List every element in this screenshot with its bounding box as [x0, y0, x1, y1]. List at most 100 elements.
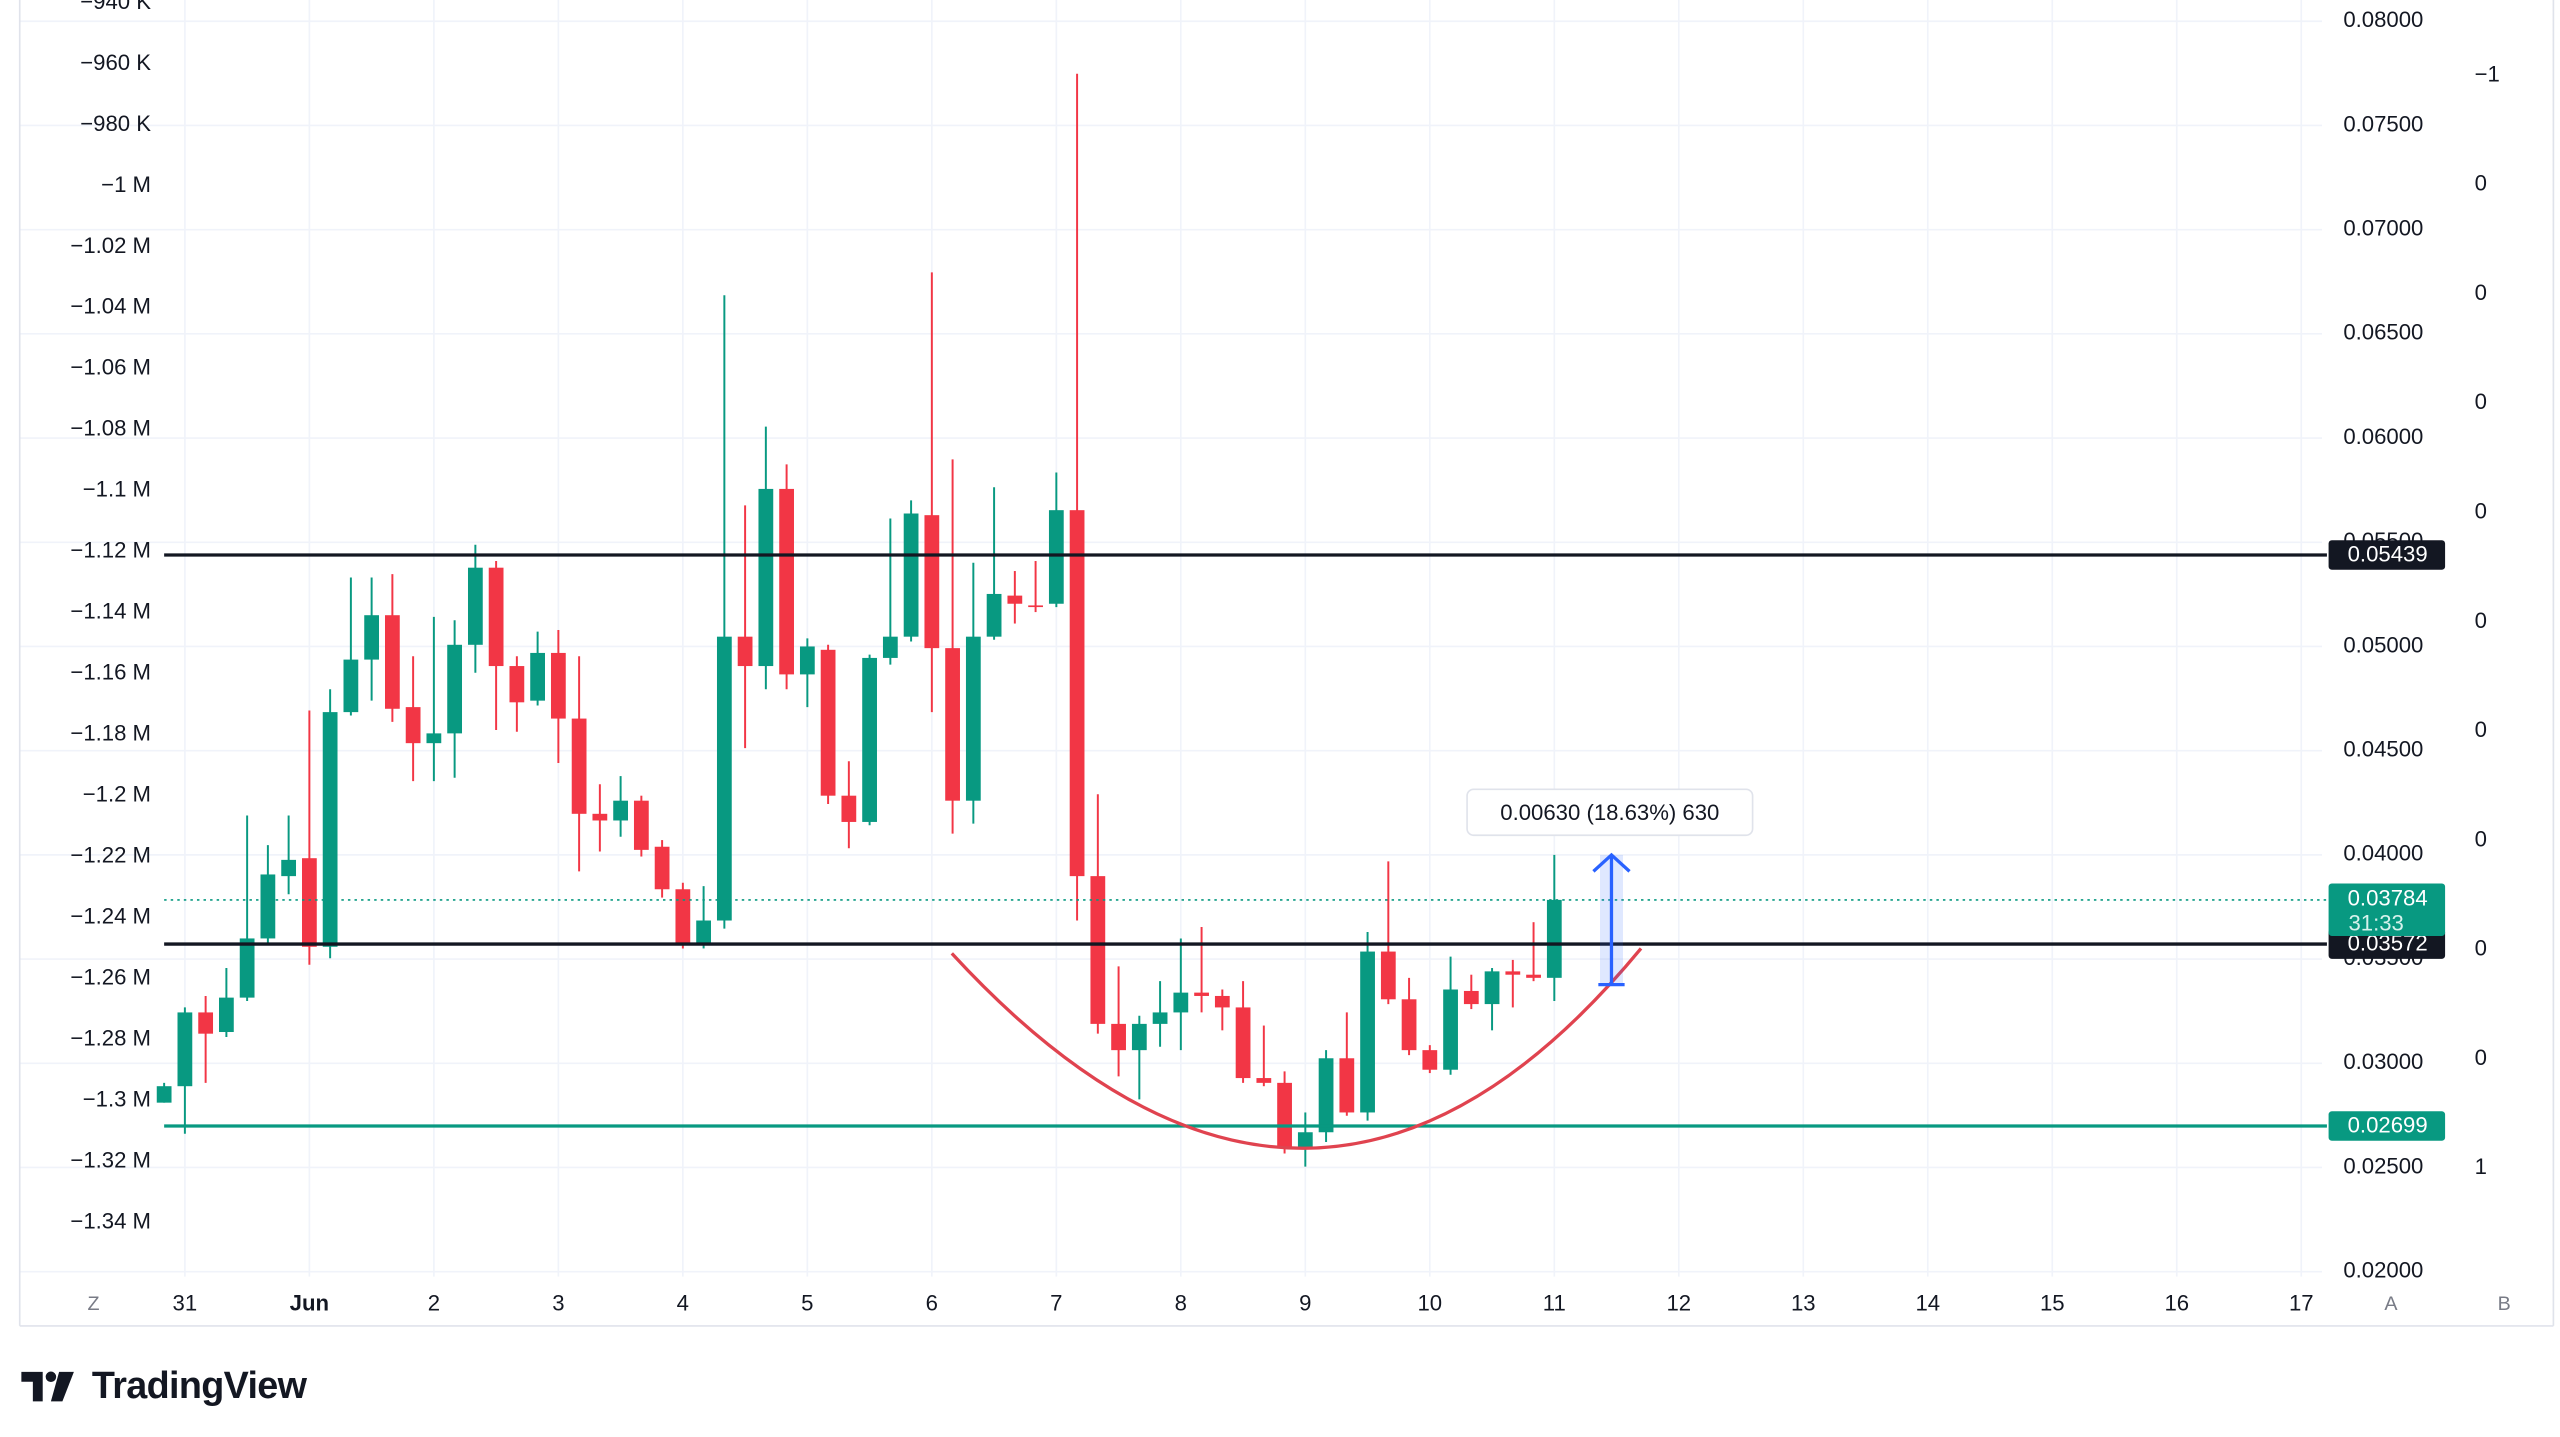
- candle-body: [1048, 510, 1064, 604]
- candle-body: [1277, 1082, 1292, 1149]
- candle-body: [1339, 1058, 1355, 1113]
- y2-tick-label: −1.24 M: [70, 903, 151, 928]
- candle-body: [675, 889, 691, 944]
- y2-tick-label: −940 K: [80, 0, 151, 14]
- candle-body: [384, 615, 400, 709]
- y2-tick-label: −1.1 M: [83, 477, 151, 502]
- candle-body: [1090, 876, 1106, 1024]
- y3-tick-label: 0: [2475, 280, 2487, 305]
- candle-body: [613, 800, 628, 821]
- price-label: 0.02699: [2348, 1113, 2428, 1138]
- x-tick-label: 15: [2040, 1290, 2065, 1315]
- y-tick-label: 0.06000: [2343, 424, 2423, 449]
- candle-body: [239, 938, 255, 998]
- y3-tick-label: 0: [2475, 1045, 2487, 1070]
- candle-body: [405, 707, 421, 744]
- candle-body: [488, 567, 504, 667]
- candle-body: [1380, 951, 1396, 1000]
- candle-body: [1526, 974, 1541, 978]
- brand-logo: TradingView: [21, 1364, 308, 1406]
- x-tick-label: 10: [1417, 1290, 1442, 1315]
- y2-tick-label: −1.02 M: [70, 233, 151, 258]
- button[interactable]: B: [2498, 1293, 2511, 1315]
- candle-body: [820, 649, 836, 796]
- candle-body: [426, 733, 442, 744]
- candle-body: [1422, 1050, 1438, 1070]
- x-tick-label: 8: [1175, 1290, 1187, 1315]
- candle-body: [1546, 899, 1562, 978]
- candle-body: [509, 666, 525, 703]
- candle-body: [1235, 1007, 1251, 1079]
- y3-tick-label: 0: [2475, 717, 2487, 742]
- price-label-box: [2328, 540, 2446, 570]
- candle-body: [1028, 605, 1043, 608]
- candle-body: [758, 488, 774, 667]
- y2-tick-label: −960 K: [80, 50, 151, 75]
- candle-body: [1131, 1023, 1147, 1051]
- logo-mark: [50, 1371, 74, 1402]
- y3-tick-label: 0: [2475, 498, 2487, 523]
- countdown-label: 31:33: [2348, 910, 2403, 935]
- candle-body: [1007, 595, 1023, 604]
- button[interactable]: A: [2384, 1293, 2398, 1315]
- x-tick-label: 7: [1050, 1290, 1062, 1315]
- y-tick-label: 0.05000: [2343, 632, 2423, 657]
- candle-body: [1443, 989, 1458, 1070]
- candle-body: [364, 615, 380, 660]
- x-tick-label: 17: [2289, 1290, 2314, 1315]
- candle-body: [219, 997, 234, 1033]
- y3-tick-label: 0: [2475, 171, 2487, 196]
- y2-tick-label: −1.12 M: [70, 538, 151, 563]
- price-label-box: [2328, 1111, 2446, 1141]
- candle-body: [550, 652, 566, 719]
- candle-body: [1360, 951, 1375, 1113]
- y2-tick-label: −1.34 M: [70, 1208, 151, 1233]
- y2-tick-label: −1.04 M: [70, 294, 151, 319]
- y3-tick-label: 0: [2475, 608, 2487, 633]
- candle-body: [945, 648, 960, 801]
- candle-body: [1401, 999, 1417, 1051]
- candle-body: [530, 652, 546, 701]
- candle-body: [986, 593, 1002, 637]
- arc-drawing: [950, 947, 1643, 1150]
- y2-tick-label: −1 M: [101, 172, 151, 197]
- candle-body: [633, 800, 649, 850]
- candle-body: [903, 513, 919, 637]
- button[interactable]: Z: [88, 1293, 100, 1315]
- candle-body: [1256, 1078, 1272, 1083]
- y3-tick-label: 0: [2475, 389, 2487, 414]
- candle-body: [1152, 1012, 1168, 1024]
- candles: [156, 73, 2327, 1167]
- logo-mark: [21, 1371, 43, 1402]
- candle-body: [198, 1012, 214, 1034]
- candle-body: [592, 813, 608, 821]
- y-tick-label: 0.07500: [2343, 111, 2423, 136]
- x-tick-label: 3: [552, 1290, 564, 1315]
- logo-mark: [45, 1371, 57, 1383]
- candle-body: [281, 859, 297, 877]
- candle-body: [862, 657, 877, 822]
- y-tick-label: 0.04000: [2343, 841, 2423, 866]
- y-tick-label: 0.06500: [2343, 320, 2423, 345]
- candle-body: [799, 646, 815, 675]
- candle-body: [1173, 992, 1189, 1013]
- y2-tick-label: −1.06 M: [70, 355, 151, 380]
- candle-body: [447, 644, 463, 734]
- candle-body: [779, 488, 794, 675]
- y2-tick-label: −1.18 M: [70, 721, 151, 746]
- x-tick-label: 12: [1666, 1290, 1691, 1315]
- candle-body: [1484, 971, 1500, 1005]
- y2-tick-label: −1.32 M: [70, 1147, 151, 1172]
- y2-tick-label: −1.22 M: [70, 842, 151, 867]
- x-tick-label: Jun: [290, 1290, 329, 1315]
- measure-arrowhead: [1592, 852, 1631, 873]
- candle-body: [1505, 971, 1521, 975]
- y-tick-label: 0.02000: [2343, 1258, 2423, 1283]
- candle-body: [1318, 1058, 1334, 1133]
- candle-body: [1297, 1132, 1313, 1149]
- y-tick-label: 0.02500: [2343, 1153, 2423, 1178]
- last-price-box: [2328, 883, 2446, 936]
